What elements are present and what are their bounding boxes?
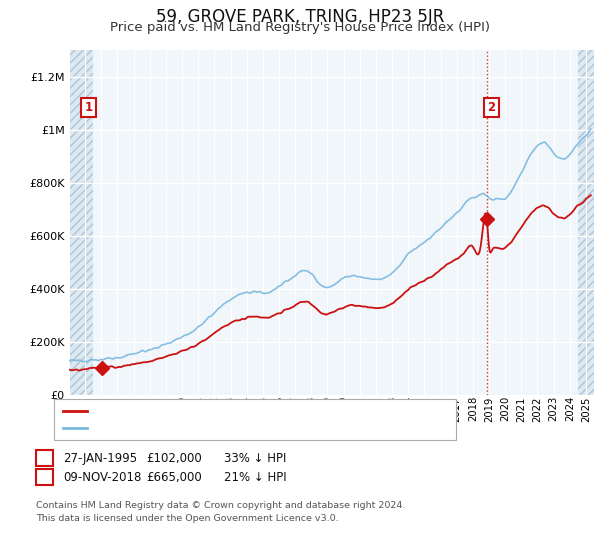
Text: 1: 1 [85, 101, 92, 114]
Text: 21% ↓ HPI: 21% ↓ HPI [224, 470, 286, 484]
Text: Contains HM Land Registry data © Crown copyright and database right 2024.
This d: Contains HM Land Registry data © Crown c… [36, 501, 406, 522]
Text: HPI: Average price, detached house, Dacorum: HPI: Average price, detached house, Daco… [92, 423, 349, 433]
Text: £102,000: £102,000 [146, 451, 202, 465]
Text: 2: 2 [488, 101, 496, 114]
Text: Price paid vs. HM Land Registry's House Price Index (HPI): Price paid vs. HM Land Registry's House … [110, 21, 490, 34]
Text: 33% ↓ HPI: 33% ↓ HPI [224, 451, 286, 465]
Text: 1: 1 [40, 451, 49, 465]
Text: £665,000: £665,000 [146, 470, 202, 484]
Text: 59, GROVE PARK, TRING, HP23 5JR (detached house): 59, GROVE PARK, TRING, HP23 5JR (detache… [92, 405, 386, 416]
Bar [578, 50, 594, 395]
Text: 59, GROVE PARK, TRING, HP23 5JR: 59, GROVE PARK, TRING, HP23 5JR [156, 8, 444, 26]
Bar [69, 50, 93, 395]
Text: 2: 2 [40, 470, 49, 484]
Text: 09-NOV-2018: 09-NOV-2018 [64, 470, 142, 484]
Text: 27-JAN-1995: 27-JAN-1995 [64, 451, 138, 465]
